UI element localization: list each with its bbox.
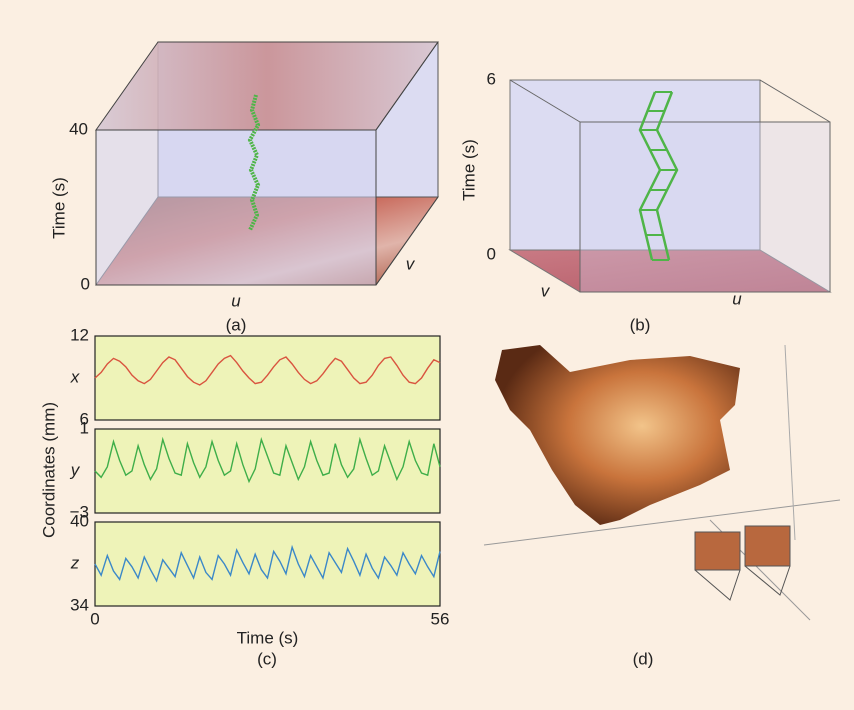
tick-label: 6 xyxy=(487,69,496,88)
axis-label: Coordinates (mm) xyxy=(39,402,58,538)
x-tick-label: 56 xyxy=(431,609,450,628)
plot-area xyxy=(95,522,440,606)
panel-a xyxy=(96,42,438,285)
caption: (a) xyxy=(226,315,247,334)
axis-label: v xyxy=(406,254,416,273)
axis-label: v xyxy=(541,281,551,300)
tick-label: 0 xyxy=(81,274,90,293)
y-tick-label: 40 xyxy=(70,511,89,530)
caption: (d) xyxy=(633,649,654,668)
axis-label: u xyxy=(732,289,742,308)
edge xyxy=(760,80,830,122)
camera-frustum xyxy=(695,566,790,600)
tick-label: 0 xyxy=(487,244,496,263)
box-front xyxy=(580,122,830,292)
x-axis-label: Time (s) xyxy=(237,628,299,647)
tick-label: 40 xyxy=(69,119,88,138)
panel-b xyxy=(510,80,830,292)
reconstruction xyxy=(495,345,740,525)
axis-label: u xyxy=(231,291,241,310)
y-tick-label: 12 xyxy=(70,325,89,344)
y-axis-label: z xyxy=(70,553,80,572)
y-axis-label: x xyxy=(70,367,80,386)
axis-label: Time (s) xyxy=(459,139,478,201)
axis-label: Time (s) xyxy=(49,177,68,239)
axis-line xyxy=(785,345,795,540)
y-tick-label: 34 xyxy=(70,595,89,614)
caption: (b) xyxy=(630,315,651,334)
panel-d xyxy=(484,345,840,620)
y-axis-label: y xyxy=(70,460,81,479)
figure: Time (s) 40 0 u v (a) Time (s) 6 0 u v (… xyxy=(0,0,854,710)
x-tick-label: 0 xyxy=(90,609,99,628)
box-front xyxy=(96,130,376,285)
camera-view xyxy=(745,526,790,566)
plot-area xyxy=(95,336,440,420)
caption: (c) xyxy=(257,649,277,668)
y-tick-label: 1 xyxy=(80,418,89,437)
camera-view xyxy=(695,532,740,570)
